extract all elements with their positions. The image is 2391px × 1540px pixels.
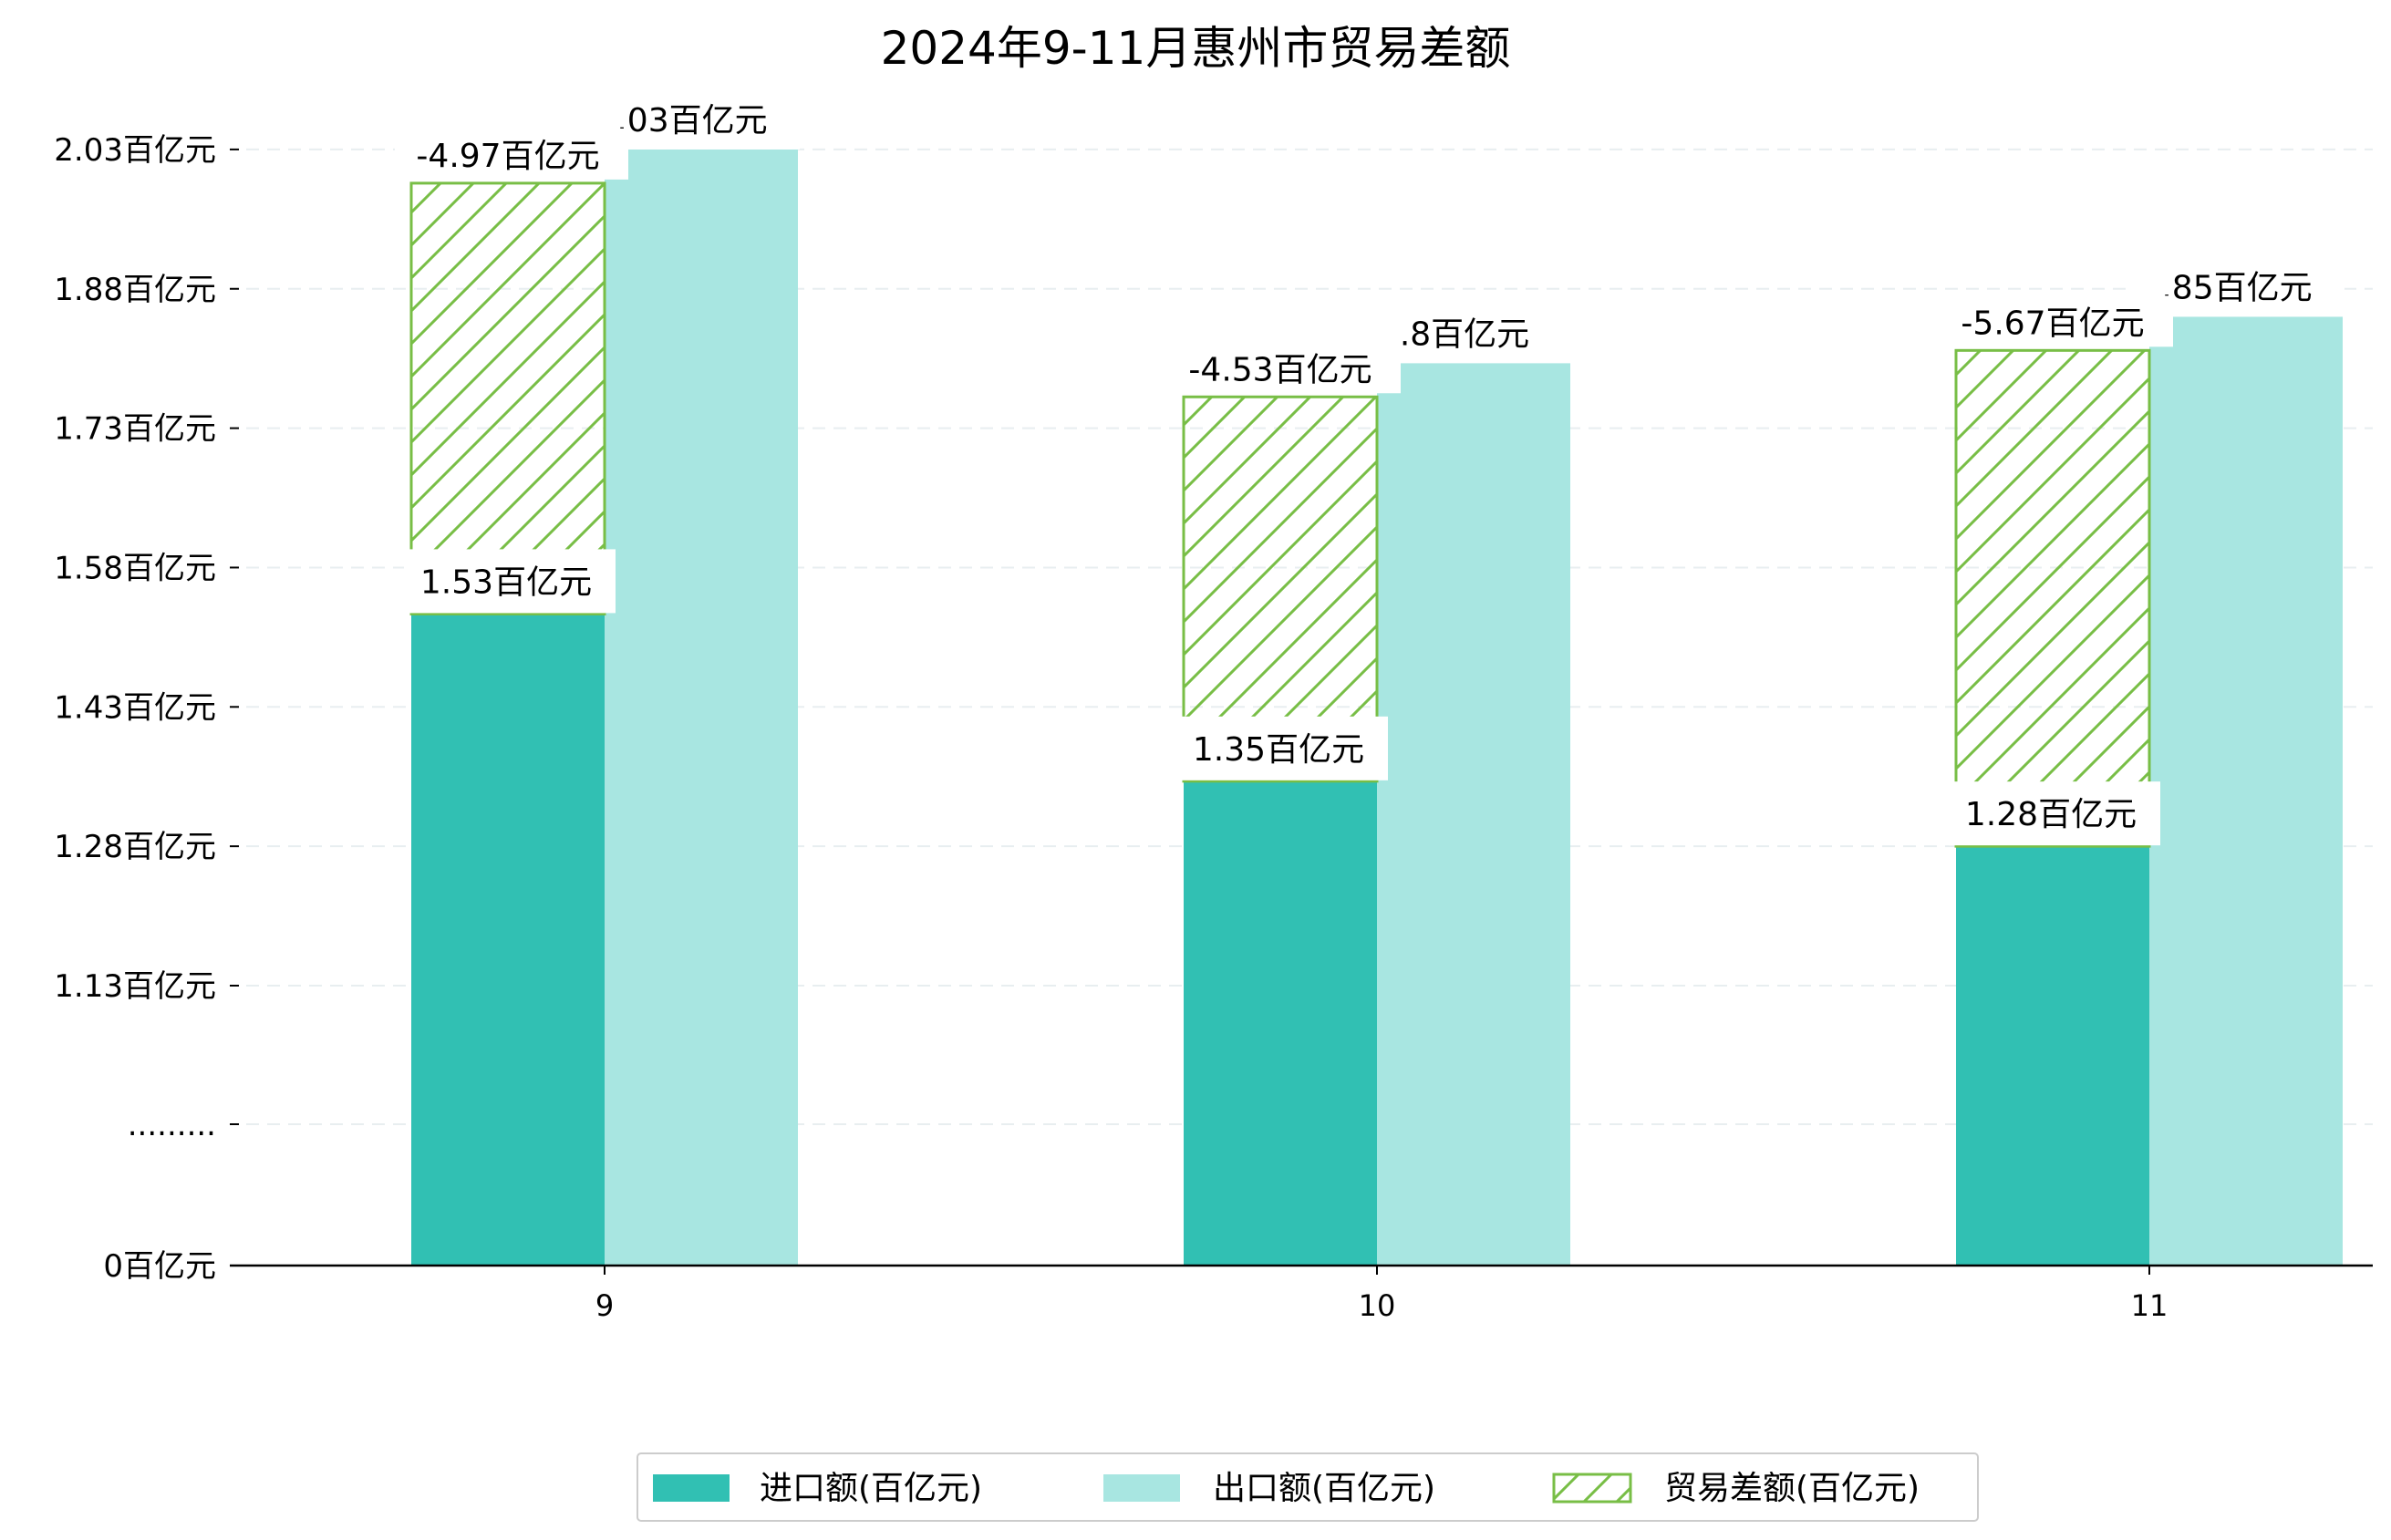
bar-export — [2149, 316, 2343, 1266]
y-tick-label: ......... — [128, 1107, 216, 1143]
import-value-text: 1.35百亿元 — [1193, 731, 1364, 769]
import-value-label: 1.35百亿元 — [1176, 716, 1388, 780]
legend-frame — [637, 1452, 1979, 1522]
bar-import — [411, 614, 605, 1266]
export-value-text: .8百亿元 — [1400, 315, 1529, 353]
y-tick-label: 2.03百亿元 — [54, 132, 216, 169]
import-value-text: 1.28百亿元 — [1965, 796, 2137, 833]
legend-swatch — [1552, 1473, 1632, 1504]
legend-swatch — [1103, 1474, 1180, 1502]
import-value-label: 1.53百亿元 — [404, 549, 616, 614]
bar-export — [1377, 363, 1570, 1266]
legend-label: 进口额(百亿元) — [760, 1470, 982, 1507]
bars — [409, 149, 2343, 1266]
import-value-label: 1.28百亿元 — [1949, 781, 2160, 846]
export-value-text: .85百亿元 — [2161, 269, 2312, 306]
import-value-text: 1.53百亿元 — [420, 563, 592, 601]
export-value-text: .03百亿元 — [616, 102, 767, 140]
bar-export — [605, 149, 798, 1266]
y-axis: 2.03百亿元 1.88百亿元 1.73百亿元 1.58百亿元 1.43百亿元 1.28百… — [54, 132, 239, 1285]
data-labels: 1.53百亿元 .03百亿元 -4.97百亿元 1.35百亿元 .8百亿元 -4.53百亿… — [395, 93, 2344, 846]
legend-label: 出口额(百亿元) — [1213, 1470, 1435, 1507]
bar-import — [1956, 846, 2149, 1266]
balance-value-text: -4.97百亿元 — [416, 138, 599, 175]
legend-swatch — [653, 1474, 730, 1502]
y-tick-label: 1.43百亿元 — [54, 689, 216, 726]
balance-value-text: -4.53百亿元 — [1188, 351, 1371, 388]
x-axis: 9 10 11 — [595, 1266, 2168, 1323]
x-tick-label: 9 — [595, 1288, 614, 1323]
x-tick-label: 10 — [1359, 1288, 1396, 1323]
legend-item: 出口额(百亿元) — [1103, 1470, 1435, 1507]
bar-import — [1184, 780, 1377, 1266]
balance-value-label: -5.67百亿元 — [1940, 295, 2173, 347]
legend: 进口额(百亿元) 出口额(百亿元) 贸易差额(百亿元) — [637, 1452, 1979, 1522]
x-tick-label: 11 — [2131, 1288, 2168, 1323]
export-value-label: .85百亿元 — [2133, 261, 2344, 317]
legend-label: 贸易差额(百亿元) — [1664, 1470, 1920, 1507]
balance-value-text: -5.67百亿元 — [1961, 305, 2144, 342]
balance-value-label: -4.53百亿元 — [1167, 342, 1401, 394]
y-tick-label: 1.73百亿元 — [54, 411, 216, 448]
y-tick-label: 1.28百亿元 — [54, 829, 216, 865]
export-value-label: .8百亿元 — [1361, 307, 1572, 364]
balance-value-label: -4.97百亿元 — [395, 128, 628, 180]
y-tick-label: 1.13百亿元 — [54, 968, 216, 1005]
y-tick-label: 1.58百亿元 — [54, 550, 216, 586]
y-tick-label: 1.88百亿元 — [54, 272, 216, 308]
bar-trade-balance — [1954, 348, 2151, 848]
bar-trade-balance — [409, 181, 606, 615]
y-tick-label: 0百亿元 — [103, 1248, 216, 1285]
chart-title: 2024年9-11月惠州市贸易差额 — [881, 22, 1511, 75]
legend-item: 进口额(百亿元) — [653, 1470, 982, 1507]
legend-item: 贸易差额(百亿元) — [1552, 1470, 1920, 1507]
